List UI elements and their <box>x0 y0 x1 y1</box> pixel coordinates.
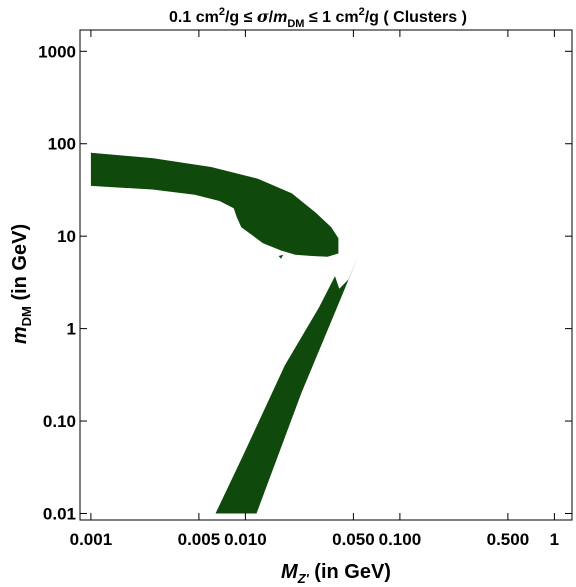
regions-layer <box>90 152 359 514</box>
x-tick-label: 1 <box>550 530 559 549</box>
plot-frame <box>79 29 573 521</box>
x-axis-ticks: 0.001 0.005 0.010 0.050 0.100 0.500 1 <box>70 30 559 549</box>
region-small-spot-2 <box>304 215 308 219</box>
region-lower-band <box>215 255 359 514</box>
region-upper-band <box>90 152 339 257</box>
y-axis-ticks: 0.01 0.10 1 10 100 1000 <box>38 42 572 523</box>
x-tick-label: 0.005 <box>178 530 221 549</box>
x-tick-label: 0.010 <box>224 530 267 549</box>
y-axis-label: mDM (in GeV) <box>9 224 34 344</box>
y-tick-label: 1 <box>67 320 76 339</box>
chart-title: 0.1 cm2/g ≤ σ/mDM ≤ 1 cm2/g ( Clusters ) <box>169 6 467 30</box>
y-tick-label: 100 <box>48 135 76 154</box>
x-tick-label: 0.100 <box>379 530 422 549</box>
y-tick-label: 1000 <box>38 42 76 61</box>
x-tick-label: 0.001 <box>70 530 113 549</box>
x-tick-label: 0.050 <box>332 530 375 549</box>
y-tick-label: 0.01 <box>43 504 76 523</box>
x-axis-label: MZ' (in GeV) <box>281 561 391 586</box>
x-tick-label: 0.500 <box>487 530 530 549</box>
y-tick-label: 10 <box>57 227 76 246</box>
y-tick-label: 0.10 <box>43 412 76 431</box>
region-small-spot-1 <box>278 254 284 259</box>
